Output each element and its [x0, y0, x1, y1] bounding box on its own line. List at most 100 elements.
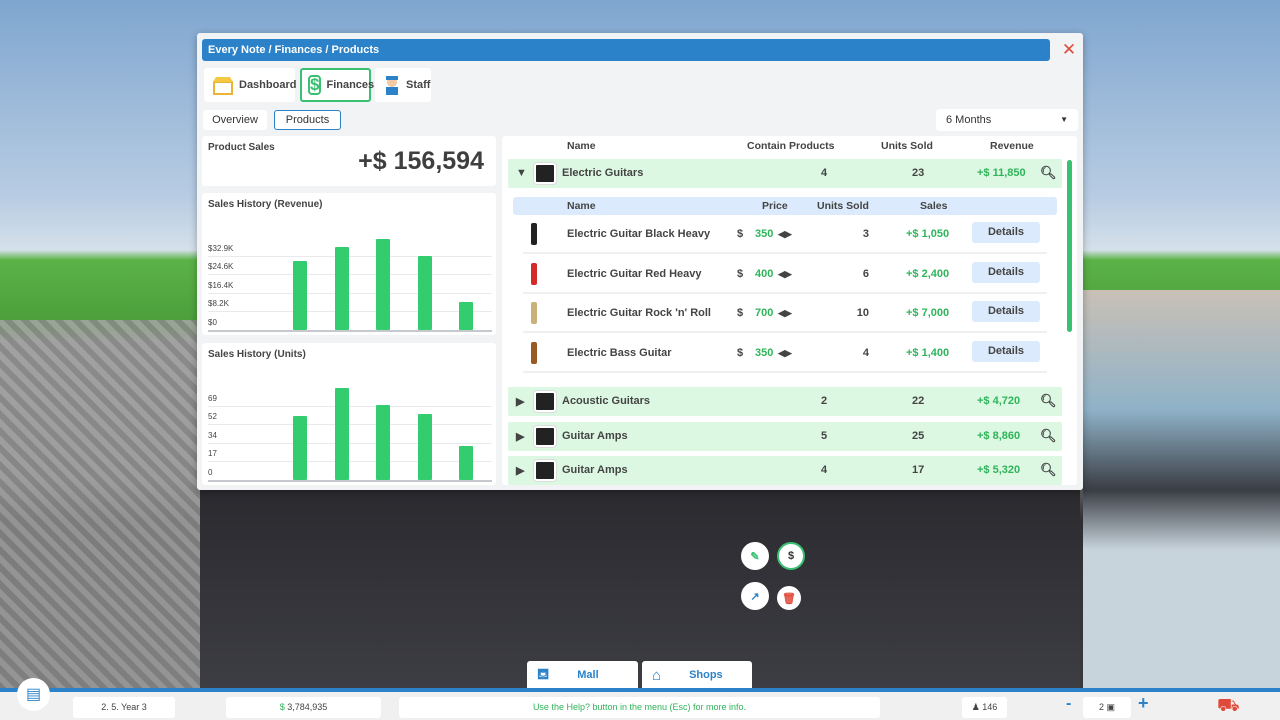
y-tick-label: 34 — [208, 430, 217, 440]
y-tick-label: 52 — [208, 412, 217, 422]
category-thumbnail — [534, 426, 556, 447]
tab-label: Staff — [406, 79, 431, 91]
money-symbol: $ — [279, 702, 285, 712]
details-button[interactable]: Details — [972, 340, 1040, 362]
tab-finances[interactable]: $ Finances — [300, 68, 374, 102]
price-adjust-arrows-icon[interactable]: ◀▶ — [778, 347, 792, 358]
tab-staff[interactable]: Staff — [375, 68, 431, 102]
category-contain: 2 — [821, 395, 828, 407]
y-tick-label: 0 — [208, 468, 213, 477]
visitors-count: 146 — [982, 702, 998, 712]
product-sales-card: Product Sales +$ 156,594 — [202, 136, 496, 186]
paint-button[interactable]: ✎ — [741, 542, 769, 570]
subheader-sales: Sales — [920, 200, 948, 212]
details-button[interactable]: Details — [972, 261, 1040, 283]
product-row: Electric Bass Guitar $ 350 ◀▶ 4 +$ 1,400… — [523, 334, 1047, 373]
category-units: 23 — [912, 167, 925, 179]
chart-bar[interactable] — [334, 246, 349, 330]
search-icon[interactable]: 🔍︎ — [1040, 428, 1057, 443]
chart-bar[interactable] — [376, 238, 390, 330]
shops-button[interactable]: ⌂ Shops — [642, 661, 752, 689]
visitors-display: ♟ 146 — [962, 697, 1007, 718]
chart-bar[interactable] — [293, 416, 307, 480]
product-sales: +$ 7,000 — [906, 307, 950, 319]
chart-bar[interactable] — [293, 260, 307, 330]
speed-decrease-button[interactable]: - — [1066, 695, 1072, 712]
dollar-icon: $ — [308, 75, 322, 95]
chart-bar[interactable] — [417, 414, 432, 480]
category-row[interactable]: ▼ Electric Guitars 4 23 +$ 11,850 🔍︎ — [508, 159, 1062, 188]
category-revenue: +$ 11,850 — [977, 167, 1026, 179]
details-button[interactable]: Details — [972, 222, 1040, 243]
price-value[interactable]: 400 — [755, 267, 774, 280]
caret-right-icon[interactable]: ▶ — [516, 396, 525, 408]
close-icon[interactable]: ✕ — [1061, 40, 1077, 59]
search-icon[interactable]: 🔍︎ — [1040, 462, 1057, 477]
chart-bar[interactable] — [459, 302, 473, 330]
category-thumbnail — [534, 460, 556, 481]
category-units: 25 — [912, 430, 925, 442]
hint-text: Use the Help? button in the menu (Esc) f… — [399, 697, 880, 718]
mall-button[interactable]: ⛾ Mall — [527, 661, 638, 689]
caret-right-icon[interactable]: ▶ — [516, 465, 525, 477]
game-scene-shop — [200, 490, 1080, 690]
category-name: Electric Guitars — [562, 167, 644, 179]
delete-button[interactable]: 🗑 — [777, 586, 801, 610]
price-value[interactable]: 700 — [755, 307, 774, 319]
scrollbar[interactable] — [1067, 160, 1072, 332]
speed-increase-button[interactable]: + — [1138, 693, 1149, 713]
bulldozer-icon[interactable]: ⛟ — [1217, 695, 1240, 715]
move-button[interactable]: ↗ — [741, 582, 769, 610]
price-value[interactable]: 350 — [755, 228, 774, 240]
gridline — [208, 311, 492, 313]
person-icon: ♟ — [971, 702, 980, 712]
details-button[interactable]: Details — [972, 301, 1040, 322]
price-adjust-arrows-icon[interactable]: ◀▶ — [778, 268, 792, 279]
gridline — [208, 292, 492, 294]
revenue-chart: Sales History (Revenue) $0 $8.2K $16.4K $24… — [202, 193, 496, 335]
subtab-products[interactable]: Products — [274, 110, 341, 130]
guitar-thumbnail — [531, 223, 537, 245]
game-scene-left — [0, 320, 200, 690]
product-name: Electric Guitar Red Heavy — [567, 267, 702, 280]
chart-bar[interactable] — [459, 446, 473, 480]
price-adjust-arrows-icon[interactable]: ◀▶ — [778, 308, 792, 318]
finances-window: Every Note / Finances / Products ✕ Dashb… — [197, 33, 1083, 490]
category-row[interactable]: ▶ Guitar Amps 4 17 +$ 5,320 🔍︎ — [508, 456, 1062, 485]
category-thumbnail — [534, 163, 556, 184]
product-units: 4 — [862, 346, 869, 359]
y-tick-label: $8.2K — [208, 299, 229, 309]
category-contain: 4 — [821, 464, 828, 476]
chart-bar[interactable] — [334, 388, 349, 480]
price-adjust-arrows-icon[interactable]: ◀▶ — [778, 229, 792, 239]
caret-down-icon[interactable]: ▼ — [516, 167, 527, 179]
sell-dollar-button[interactable]: $ — [777, 542, 805, 570]
y-tick-label: 17 — [208, 449, 217, 459]
y-tick-label: $0 — [208, 318, 217, 327]
caret-right-icon[interactable]: ▶ — [516, 431, 525, 443]
subtab-overview[interactable]: Overview — [203, 110, 267, 130]
subheader-name: Name — [567, 200, 596, 212]
notebook-icon[interactable]: ▤ — [17, 678, 50, 711]
period-dropdown[interactable]: 6 Months ▼ — [936, 109, 1078, 131]
baseline — [208, 480, 492, 482]
category-row[interactable]: ▶ Guitar Amps 5 25 +$ 8,860 🔍︎ — [508, 422, 1062, 451]
period-value: 6 Months — [946, 114, 992, 126]
chart-bar[interactable] — [417, 255, 432, 330]
category-units: 22 — [912, 395, 925, 407]
product-name: Electric Guitar Black Heavy — [567, 228, 711, 240]
price-value[interactable]: 350 — [755, 346, 774, 359]
chart-bar[interactable] — [376, 405, 390, 480]
search-icon[interactable]: 🔍︎ — [1040, 165, 1057, 180]
category-row[interactable]: ▶ Acoustic Guitars 2 22 +$ 4,720 🔍︎ — [508, 387, 1062, 416]
category-name: Guitar Amps — [562, 464, 628, 476]
camera-icon: ▣ — [1106, 702, 1116, 712]
y-tick-label: $24.6K — [208, 262, 234, 272]
subheader-price: Price — [762, 200, 788, 212]
product-units: 10 — [856, 307, 869, 319]
product-sales: +$ 2,400 — [906, 267, 950, 280]
category-contain: 4 — [821, 167, 828, 179]
tab-dashboard[interactable]: Dashboard — [204, 68, 296, 102]
search-icon[interactable]: 🔍︎ — [1040, 393, 1057, 408]
guitar-thumbnail — [531, 302, 537, 324]
